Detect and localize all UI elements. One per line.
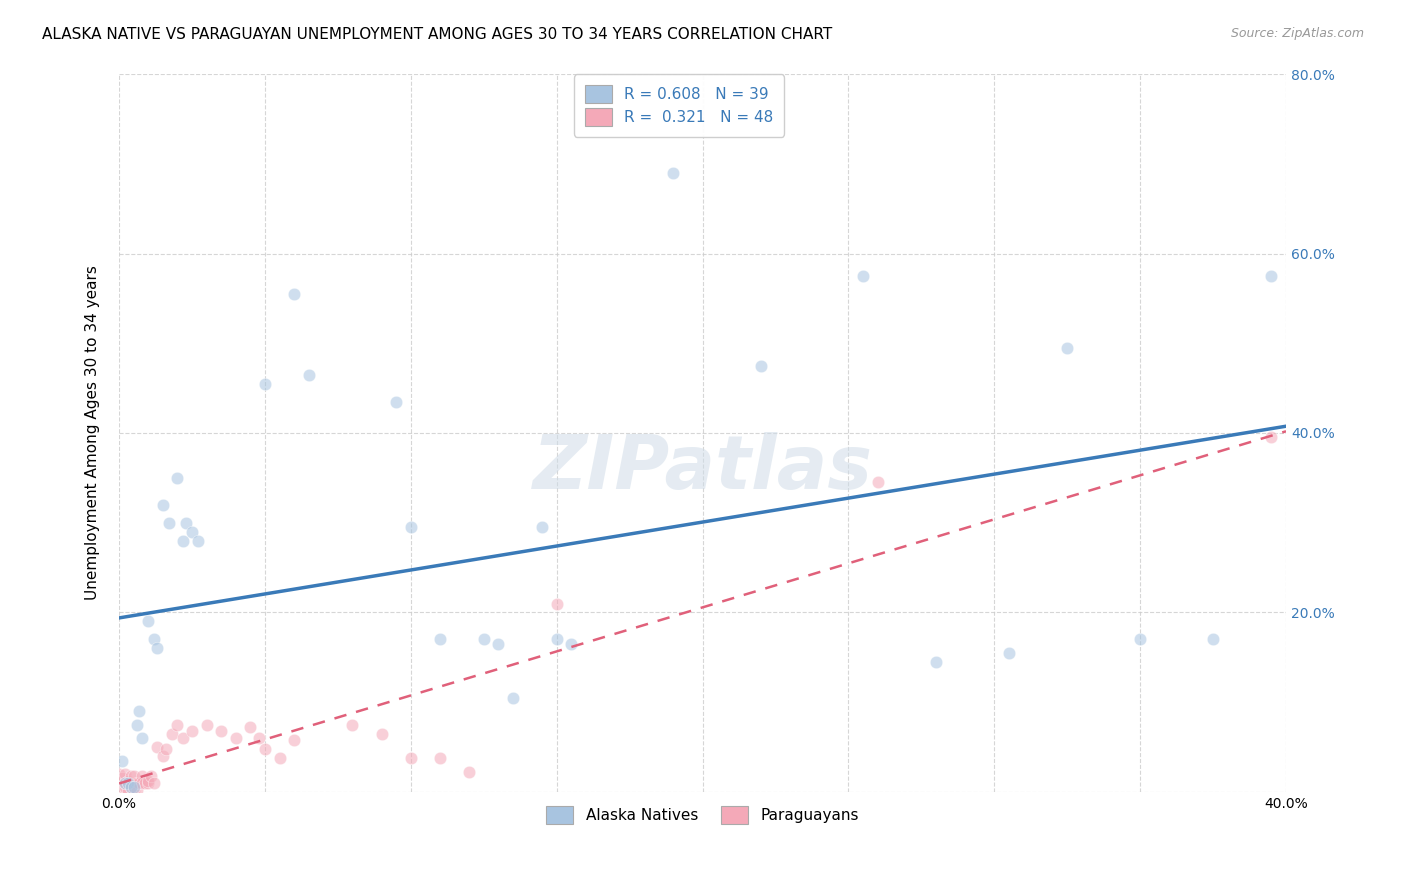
Point — [120, 780, 142, 795]
Point — [531, 520, 554, 534]
Point — [122, 780, 145, 795]
Point — [172, 731, 194, 745]
Point — [662, 166, 685, 180]
Point — [136, 776, 159, 790]
Point — [128, 776, 150, 790]
Point — [120, 776, 142, 790]
Point — [117, 783, 139, 797]
Point — [117, 776, 139, 790]
Point — [134, 776, 156, 790]
Point — [125, 776, 148, 790]
Point — [502, 690, 524, 705]
Point — [486, 637, 509, 651]
Point — [157, 516, 180, 530]
Point — [136, 774, 159, 789]
Point — [155, 742, 177, 756]
Point — [143, 776, 166, 790]
Point — [120, 769, 142, 783]
Point — [172, 533, 194, 548]
Point — [128, 704, 150, 718]
Point — [114, 776, 136, 790]
Point — [146, 740, 169, 755]
Legend: Alaska Natives, Paraguayans: Alaska Natives, Paraguayans — [536, 796, 870, 835]
Point — [283, 286, 305, 301]
Point — [152, 498, 174, 512]
Point — [1056, 341, 1078, 355]
Point — [546, 632, 568, 647]
Point — [114, 776, 136, 790]
Point — [253, 742, 276, 756]
Point — [749, 359, 772, 373]
Point — [166, 471, 188, 485]
Point — [174, 516, 197, 530]
Point — [1129, 632, 1152, 647]
Point — [120, 780, 142, 795]
Point — [385, 394, 408, 409]
Point — [117, 776, 139, 790]
Point — [114, 767, 136, 781]
Point — [269, 751, 291, 765]
Point — [122, 776, 145, 790]
Point — [125, 783, 148, 797]
Point — [117, 774, 139, 789]
Point — [181, 524, 204, 539]
Point — [247, 731, 270, 745]
Point — [283, 732, 305, 747]
Text: ALASKA NATIVE VS PARAGUAYAN UNEMPLOYMENT AMONG AGES 30 TO 34 YEARS CORRELATION C: ALASKA NATIVE VS PARAGUAYAN UNEMPLOYMENT… — [42, 27, 832, 42]
Point — [125, 717, 148, 731]
Point — [399, 520, 422, 534]
Point — [187, 533, 209, 548]
Point — [342, 717, 364, 731]
Point — [1260, 268, 1282, 283]
Point — [136, 615, 159, 629]
Point — [458, 765, 481, 780]
Point — [139, 769, 162, 783]
Point — [429, 751, 451, 765]
Point — [429, 632, 451, 647]
Point — [160, 726, 183, 740]
Point — [195, 717, 218, 731]
Point — [370, 726, 392, 740]
Point — [122, 769, 145, 783]
Point — [852, 268, 875, 283]
Point — [111, 754, 134, 768]
Text: Source: ZipAtlas.com: Source: ZipAtlas.com — [1230, 27, 1364, 40]
Point — [1260, 430, 1282, 444]
Point — [111, 780, 134, 795]
Point — [866, 475, 889, 490]
Point — [1202, 632, 1225, 647]
Point — [131, 776, 153, 790]
Text: ZIPatlas: ZIPatlas — [533, 433, 873, 506]
Point — [560, 637, 582, 651]
Point — [146, 641, 169, 656]
Point — [166, 717, 188, 731]
Point — [152, 749, 174, 764]
Point — [181, 723, 204, 738]
Point — [225, 731, 247, 745]
Point — [111, 772, 134, 786]
Point — [472, 632, 495, 647]
Point — [546, 597, 568, 611]
Point — [209, 723, 232, 738]
Point — [399, 751, 422, 765]
Point — [998, 646, 1021, 660]
Point — [122, 783, 145, 797]
Point — [298, 368, 321, 382]
Point — [143, 632, 166, 647]
Point — [108, 767, 131, 781]
Point — [239, 720, 262, 734]
Y-axis label: Unemployment Among Ages 30 to 34 years: Unemployment Among Ages 30 to 34 years — [86, 266, 100, 600]
Point — [114, 780, 136, 795]
Point — [131, 731, 153, 745]
Point — [131, 769, 153, 783]
Point — [925, 655, 948, 669]
Point — [253, 376, 276, 391]
